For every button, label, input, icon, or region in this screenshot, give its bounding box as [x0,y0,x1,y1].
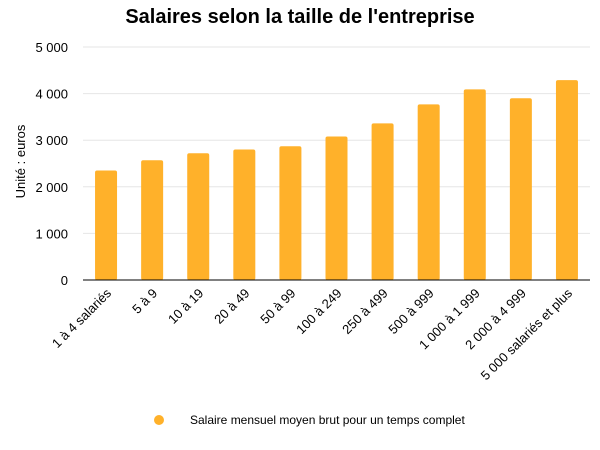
x-tick-label: 5 à 9 [129,286,160,317]
x-axis-ticks: 1 à 4 salariés 5 à 9 10 à 19 20 à 49 50 à 99… [49,285,576,383]
y-axis-label: Unité : euros [13,124,28,198]
bar[interactable] [325,136,348,280]
bar[interactable] [187,153,210,280]
y-tick-label: 0 [61,273,68,288]
y-tick-label: 3 000 [35,133,68,148]
x-tick-label: 10 à 19 [165,286,206,327]
bar[interactable] [509,98,532,280]
bars [95,80,578,281]
x-tick-label: 20 à 49 [211,286,252,327]
bar[interactable] [417,104,440,281]
bar[interactable] [95,170,118,280]
x-tick-label: 1 à 4 salariés [49,285,115,351]
y-tick-label: 1 000 [35,226,68,241]
legend[interactable]: Salaire mensuel moyen brut pour un temps… [154,413,465,427]
chart-title: Salaires selon la taille de l'entreprise [125,6,475,28]
bar[interactable] [141,160,164,280]
y-tick-label: 2 000 [35,180,68,195]
x-tick-label: 50 à 99 [257,286,298,327]
y-tick-label: 4 000 [35,87,68,102]
bar[interactable] [555,80,578,280]
y-axis-ticks: 0 1 000 2 000 3 000 4 000 5 000 [35,40,68,288]
legend-marker-icon [154,415,164,425]
x-tick-label: 100 à 249 [293,286,345,338]
bar[interactable] [371,123,394,280]
bar[interactable] [279,146,302,280]
bar[interactable] [233,149,256,280]
y-tick-label: 5 000 [35,40,68,55]
x-tick-label: 5 000 salariés et plus [478,285,576,383]
x-tick-label: 250 à 499 [339,286,391,338]
legend-label: Salaire mensuel moyen brut pour un temps… [190,413,465,427]
bar[interactable] [463,89,486,280]
